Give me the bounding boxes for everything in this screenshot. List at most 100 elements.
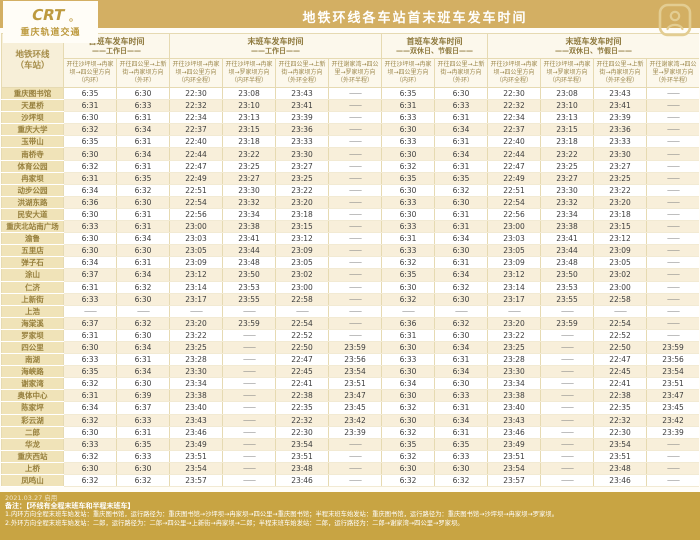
time-cell: 23:38 (222, 220, 276, 234)
time-cell: 22:58 (593, 292, 647, 306)
time-cell: —— (328, 207, 382, 222)
time-cell: 23:51 (646, 377, 699, 391)
time-cell: 6:32 (116, 280, 170, 294)
time-cell: —— (646, 280, 699, 294)
time-cell: —— (222, 328, 276, 342)
time-cell: 22:49 (169, 171, 223, 185)
time-cell: —— (646, 111, 699, 125)
time-cell: —— (646, 183, 699, 197)
time-cell: 6:37 (116, 401, 170, 415)
time-cell: 6:35 (434, 437, 488, 451)
time-cell: 23:25 (487, 340, 541, 355)
table-row: 罗家坝 6:31 6:30 23:22 —— 22:52 —— 6:31 6:30 23:22 ——… (1, 328, 699, 342)
time-cell: —— (169, 304, 223, 318)
time-cell: 23:43 (487, 413, 541, 427)
time-cell: 23:59 (222, 316, 276, 330)
time-cell: 23:27 (275, 159, 329, 173)
time-cell: 23:13 (222, 111, 276, 125)
time-cell: 6:32 (63, 123, 117, 137)
time-cell: 22:35 (275, 401, 329, 415)
time-cell: 6:31 (381, 328, 435, 342)
time-cell: 6:32 (63, 449, 117, 463)
time-cell: 23:50 (540, 268, 594, 282)
time-cell: 6:34 (434, 123, 488, 137)
time-cell: 23:51 (487, 449, 541, 463)
time-cell: —— (222, 401, 276, 415)
time-cell: —— (328, 232, 382, 246)
time-cell: 6:37 (63, 316, 117, 330)
station-cell: 陈家坪 (1, 401, 64, 415)
time-cell: 22:30 (275, 425, 329, 439)
time-cell: —— (328, 159, 382, 173)
timetable: 地铁环线 （车站） 首班车发车时间 ——工作日—— 末班车发车时间 ——工作日—— 首班车发… (1, 33, 699, 488)
time-cell: 23:18 (222, 135, 276, 149)
station-cell: 重庆西站 (1, 449, 64, 463)
time-cell: 6:32 (381, 449, 435, 463)
time-cell: —— (646, 207, 699, 222)
time-cell: 6:30 (434, 244, 488, 258)
time-cell: 6:31 (116, 425, 170, 439)
table-row: 五里店 6:30 6:30 23:05 23:44 23:09 —— 6:33 6:30 23:0… (1, 244, 699, 258)
time-cell: 6:34 (434, 147, 488, 161)
time-cell: —— (646, 195, 699, 209)
time-cell: 6:32 (434, 473, 488, 488)
time-cell: 23:47 (646, 389, 699, 403)
time-cell: 6:30 (63, 147, 117, 161)
direction-scope: （外环） (130, 77, 155, 84)
table-row: 二郎 6:30 6:31 23:46 —— 22:30 23:39 6:32 6:31 23:46… (1, 425, 699, 439)
time-cell: —— (328, 86, 382, 101)
time-cell: —— (540, 449, 594, 463)
time-cell: 22:30 (487, 86, 541, 101)
time-cell: 6:33 (63, 437, 117, 451)
time-cell: 6:30 (434, 195, 488, 209)
time-cell: 6:32 (434, 280, 488, 294)
direction-header: 开往沙坪坝→冉家坝→罗家坝方向 （内环半程） (540, 58, 594, 88)
time-cell: 23:47 (328, 389, 382, 403)
time-cell: 22:30 (593, 425, 647, 439)
time-cell: 22:50 (593, 340, 647, 355)
time-cell: 6:31 (116, 207, 170, 222)
time-cell: 6:30 (116, 244, 170, 258)
direction-scope: （内环半程） (548, 77, 585, 84)
time-cell: 6:30 (63, 340, 117, 355)
time-cell: 6:30 (116, 461, 170, 476)
time-cell: —— (328, 171, 382, 185)
direction-scope: （外环全程） (601, 77, 638, 84)
station-cell: 海棠溪 (1, 316, 64, 330)
crt-logo-letters: CRT (30, 6, 67, 24)
time-cell: 6:30 (63, 425, 117, 439)
time-cell: —— (381, 304, 435, 318)
time-cell: —— (540, 437, 594, 451)
time-cell: 23:45 (646, 401, 699, 415)
station-cell: 冉家坝 (1, 171, 64, 185)
time-cell: —— (328, 135, 382, 149)
time-cell: —— (275, 304, 329, 318)
time-cell: 6:34 (381, 377, 435, 391)
time-cell: 23:34 (222, 207, 276, 222)
time-cell: 23:54 (593, 437, 647, 451)
time-cell: 23:05 (487, 244, 541, 258)
group-header: 首班车发车时间 ——双休日、节假日—— (381, 33, 488, 59)
time-cell: 22:47 (275, 353, 329, 367)
time-cell: —— (63, 304, 117, 318)
time-cell: 23:33 (593, 135, 647, 149)
table-row: 上桥 6:30 6:30 23:54 —— 23:48 —— 6:30 6:30 23:54 —— 2… (1, 461, 699, 476)
time-cell: 23:18 (275, 207, 329, 222)
table-row: 华龙 6:33 6:35 23:49 —— 23:54 —— 6:35 6:35 23:49 —— 2… (1, 437, 699, 451)
time-cell: 6:30 (116, 328, 170, 342)
time-cell: 23:39 (328, 425, 382, 439)
direction-route: 开往四公里→上新街→冉家坝方向 (119, 61, 167, 76)
time-cell: 6:33 (434, 99, 488, 113)
table-row: 弹子石 6:34 6:31 23:09 23:48 23:05 —— 6:32 6:31 23:0… (1, 256, 699, 270)
time-cell: 23:32 (540, 195, 594, 209)
time-cell: 23:17 (487, 292, 541, 306)
time-cell: 23:36 (275, 123, 329, 137)
time-cell: 6:33 (63, 353, 117, 367)
time-cell: 22:35 (593, 401, 647, 415)
time-cell: 6:30 (381, 389, 435, 403)
time-cell: —— (487, 304, 541, 318)
timetable-area: 地铁环线 （车站） 首班车发车时间 ——工作日—— 末班车发车时间 ——工作日—— 首班车发… (1, 33, 699, 492)
direction-scope: （内环全程） (495, 77, 532, 84)
time-cell: 22:44 (169, 147, 223, 161)
time-cell: 6:32 (63, 473, 117, 488)
